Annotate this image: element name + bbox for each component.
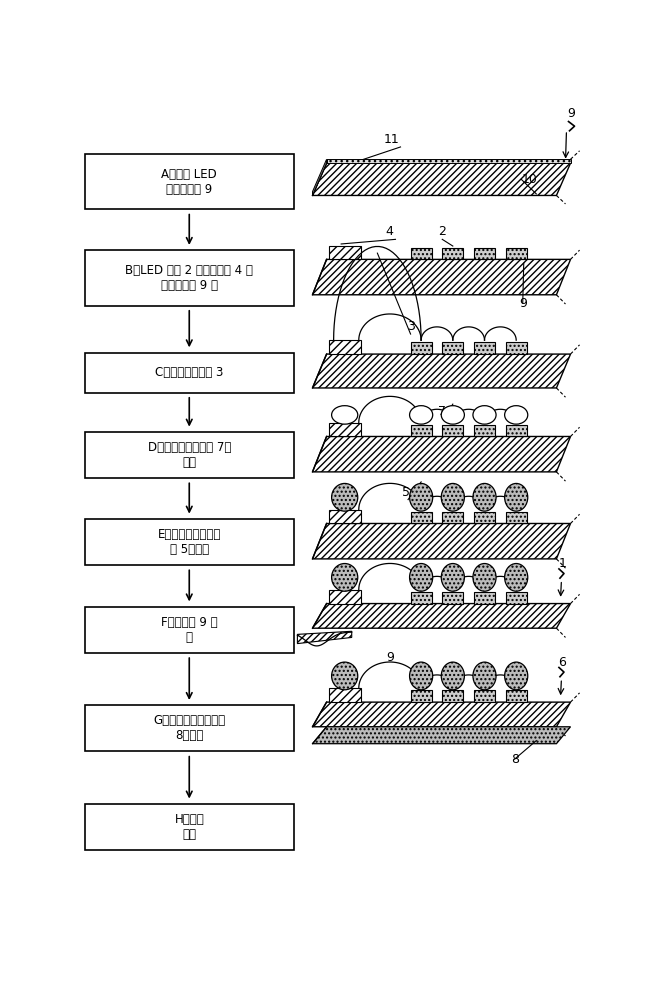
Ellipse shape <box>473 564 496 591</box>
Polygon shape <box>313 604 570 628</box>
Polygon shape <box>506 512 527 523</box>
Text: 2: 2 <box>438 225 447 238</box>
Polygon shape <box>506 248 527 259</box>
Text: 5: 5 <box>402 486 410 499</box>
Ellipse shape <box>473 662 496 690</box>
Polygon shape <box>328 423 361 436</box>
Ellipse shape <box>441 406 465 424</box>
FancyBboxPatch shape <box>85 519 293 565</box>
Polygon shape <box>328 246 361 259</box>
Polygon shape <box>411 425 432 436</box>
Ellipse shape <box>505 564 528 591</box>
Ellipse shape <box>410 483 433 511</box>
Polygon shape <box>411 690 432 702</box>
Text: E）涂覆第一发光粉
层 5，固化: E）涂覆第一发光粉 层 5，固化 <box>158 528 221 556</box>
Text: B）LED 芯片 2 和电引出线 4 排
列在承载板 9 上: B）LED 芯片 2 和电引出线 4 排 列在承载板 9 上 <box>125 264 253 292</box>
Text: 7: 7 <box>438 405 447 418</box>
Ellipse shape <box>441 564 465 591</box>
Ellipse shape <box>332 483 358 511</box>
FancyBboxPatch shape <box>85 705 293 751</box>
FancyBboxPatch shape <box>85 432 293 478</box>
Text: H）测试
分类: H）测试 分类 <box>175 813 204 841</box>
Polygon shape <box>328 590 361 604</box>
Polygon shape <box>313 727 570 744</box>
Text: 8: 8 <box>511 753 519 766</box>
Text: 9: 9 <box>387 651 395 664</box>
Polygon shape <box>411 248 432 259</box>
Ellipse shape <box>410 406 433 424</box>
Polygon shape <box>474 425 495 436</box>
FancyBboxPatch shape <box>85 250 293 306</box>
Polygon shape <box>506 425 527 436</box>
Polygon shape <box>328 510 361 523</box>
FancyBboxPatch shape <box>85 353 293 393</box>
Text: 10: 10 <box>521 173 537 186</box>
Ellipse shape <box>332 406 358 424</box>
Ellipse shape <box>410 564 433 591</box>
Ellipse shape <box>473 406 496 424</box>
Polygon shape <box>474 248 495 259</box>
Ellipse shape <box>332 662 358 690</box>
FancyBboxPatch shape <box>85 154 293 209</box>
Ellipse shape <box>505 662 528 690</box>
Polygon shape <box>442 342 463 354</box>
Polygon shape <box>474 342 495 354</box>
Polygon shape <box>328 688 361 702</box>
Polygon shape <box>474 690 495 702</box>
Polygon shape <box>506 592 527 604</box>
Polygon shape <box>442 248 463 259</box>
Text: D）涂覆透明加固胶 7，
固化: D）涂覆透明加固胶 7， 固化 <box>147 441 231 469</box>
Ellipse shape <box>441 662 465 690</box>
Polygon shape <box>442 690 463 702</box>
Polygon shape <box>411 512 432 523</box>
Polygon shape <box>474 592 495 604</box>
Polygon shape <box>313 259 570 295</box>
Polygon shape <box>313 163 570 195</box>
Polygon shape <box>326 159 570 163</box>
Text: G）涂覆第二发光粉层
8，固化: G）涂覆第二发光粉层 8，固化 <box>153 714 225 742</box>
Ellipse shape <box>473 483 496 511</box>
Polygon shape <box>313 159 326 195</box>
FancyBboxPatch shape <box>85 804 293 850</box>
Polygon shape <box>313 702 570 727</box>
Ellipse shape <box>505 406 528 424</box>
Polygon shape <box>506 690 527 702</box>
Ellipse shape <box>332 564 358 591</box>
Text: 6: 6 <box>559 656 567 669</box>
Text: A）一片 LED
芯片承载板 9: A）一片 LED 芯片承载板 9 <box>162 168 217 196</box>
FancyBboxPatch shape <box>85 607 293 653</box>
Polygon shape <box>313 436 570 472</box>
Text: C）焊接电连接线 3: C）焊接电连接线 3 <box>155 366 223 379</box>
Text: 4: 4 <box>385 225 393 238</box>
Text: 3: 3 <box>407 320 415 333</box>
Polygon shape <box>442 512 463 523</box>
Text: 9: 9 <box>568 107 576 120</box>
Text: F）承载板 9 分
离: F）承载板 9 分 离 <box>161 616 217 644</box>
Polygon shape <box>442 592 463 604</box>
Ellipse shape <box>441 483 465 511</box>
Text: 9: 9 <box>519 297 527 310</box>
Text: 1: 1 <box>559 557 567 570</box>
Polygon shape <box>442 425 463 436</box>
Polygon shape <box>506 342 527 354</box>
Polygon shape <box>328 340 361 354</box>
Polygon shape <box>411 342 432 354</box>
Ellipse shape <box>410 662 433 690</box>
Polygon shape <box>474 512 495 523</box>
Polygon shape <box>313 354 570 388</box>
Polygon shape <box>411 592 432 604</box>
Ellipse shape <box>505 483 528 511</box>
Polygon shape <box>313 523 570 559</box>
Text: 11: 11 <box>384 133 400 146</box>
Polygon shape <box>297 631 352 644</box>
